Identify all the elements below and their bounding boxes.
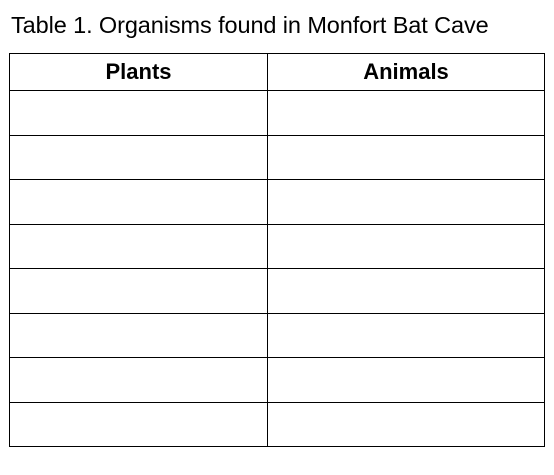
- table-row: [9, 268, 545, 314]
- animals-cell[interactable]: [267, 357, 545, 403]
- animals-cell[interactable]: [267, 401, 545, 447]
- animals-cell[interactable]: [267, 312, 545, 358]
- animals-cell[interactable]: [267, 179, 545, 225]
- table-row: [9, 134, 545, 180]
- animals-cell[interactable]: [267, 223, 545, 269]
- table-row: [9, 401, 545, 447]
- plants-cell[interactable]: [9, 312, 268, 358]
- table-row: [9, 90, 545, 136]
- plants-cell[interactable]: [9, 223, 268, 269]
- table-row: [9, 357, 545, 403]
- header-row: Plants Animals: [9, 53, 545, 91]
- animals-cell[interactable]: [267, 90, 545, 136]
- table-row: [9, 223, 545, 269]
- plants-cell[interactable]: [9, 268, 268, 314]
- table-caption: Table 1. Organisms found in Monfort Bat …: [11, 12, 489, 38]
- plants-cell[interactable]: [9, 90, 268, 136]
- header-animals: Animals: [267, 53, 545, 91]
- plants-cell[interactable]: [9, 401, 268, 447]
- plants-cell[interactable]: [9, 134, 268, 180]
- plants-cell[interactable]: [9, 357, 268, 403]
- table-row: [9, 179, 545, 225]
- animals-cell[interactable]: [267, 134, 545, 180]
- header-plants: Plants: [9, 53, 268, 91]
- table-row: [9, 312, 545, 358]
- animals-cell[interactable]: [267, 268, 545, 314]
- organisms-table: Plants Animals: [9, 53, 545, 447]
- plants-cell[interactable]: [9, 179, 268, 225]
